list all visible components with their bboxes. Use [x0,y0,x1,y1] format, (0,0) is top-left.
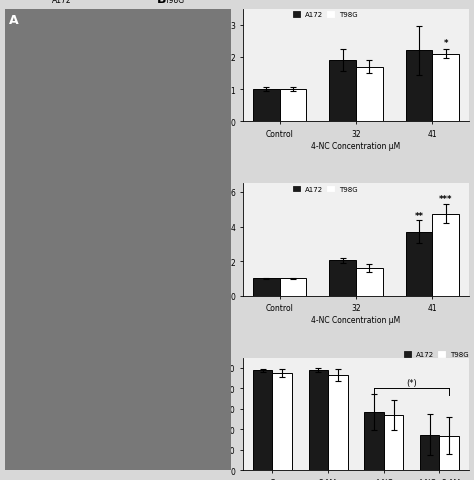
Bar [253,279,280,296]
Bar [420,434,439,470]
Bar [384,415,403,470]
Text: T98G: T98G [164,0,185,5]
Text: *: * [443,39,448,48]
Bar [280,279,306,296]
Bar [406,232,432,296]
Bar [253,90,280,122]
Text: A: A [9,14,19,27]
Text: B: B [156,0,166,6]
Text: (*): (*) [406,379,417,388]
Bar [328,375,347,470]
X-axis label: 4-NC Concentration μM: 4-NC Concentration μM [311,142,401,150]
X-axis label: 4-NC Concentration μM: 4-NC Concentration μM [311,315,401,324]
Y-axis label: % Cell Viability: % Cell Viability [209,385,218,443]
Bar [356,268,383,296]
Bar [356,67,383,122]
Bar [329,261,356,296]
Text: **: ** [414,211,423,220]
Legend: A172, T98G: A172, T98G [402,350,470,359]
Bar [253,370,273,470]
Text: ***: *** [439,195,452,204]
Text: A172: A172 [52,0,71,5]
Text: C: C [156,341,166,354]
Y-axis label: Relative Beclin-1 Expression: Relative Beclin-1 Expression [221,191,228,289]
Y-axis label: Relative ATG-7 Expression: Relative ATG-7 Expression [221,20,228,111]
Bar [439,436,459,470]
Legend: A172, T98G: A172, T98G [292,11,359,20]
Bar [280,90,306,122]
Legend: A172, T98G: A172, T98G [292,185,359,194]
Bar [329,61,356,122]
Bar [309,370,328,470]
Bar [406,51,432,122]
Bar [432,55,459,122]
Bar [273,373,292,470]
Bar [432,214,459,296]
Bar [365,412,384,470]
